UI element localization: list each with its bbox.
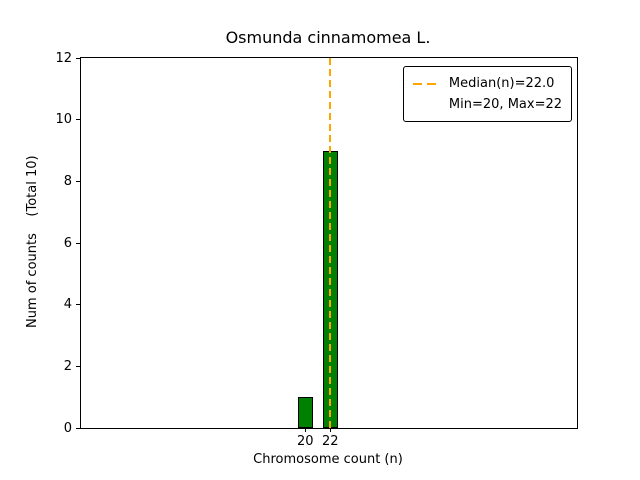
y-tick-label: 6	[63, 235, 72, 251]
chart-title: Osmunda cinnamomea L.	[225, 28, 431, 47]
y-tick-mark	[76, 180, 80, 182]
y-tick-label: 8	[63, 173, 72, 189]
y-tick-label: 0	[63, 420, 72, 436]
median-line	[329, 58, 332, 428]
x-axis-label: Chromosome count (n)	[253, 452, 403, 467]
y-tick-label: 10	[55, 112, 72, 128]
legend-label-median: Median(n)=22.0	[448, 76, 555, 91]
dashed-line-marker	[412, 82, 440, 85]
legend: Median(n)=22.0 Min=20, Max=22	[402, 66, 572, 122]
legend-entry-median: Median(n)=22.0	[412, 73, 562, 94]
y-tick-mark	[76, 427, 80, 429]
legend-label-minmax: Min=20, Max=22	[448, 97, 562, 112]
y-tick-mark	[76, 119, 80, 121]
x-tick-mark	[304, 428, 306, 432]
y-tick-mark	[76, 365, 80, 367]
x-tick-label: 22	[321, 434, 339, 449]
plot-area: Median(n)=22.0 Min=20, Max=22 0 2 4 6 8 10 12 2…	[55, 51, 578, 449]
y-tick-mark	[76, 242, 80, 244]
x-tick-mark	[329, 428, 331, 432]
y-tick-mark	[76, 304, 80, 306]
y-tick-label: 12	[55, 50, 72, 66]
bar	[297, 397, 313, 428]
y-tick-label: 2	[63, 358, 72, 374]
x-tick-label: 20	[297, 434, 314, 449]
legend-entry-minmax: Min=20, Max=22	[413, 94, 562, 115]
legend-marker-blank	[413, 104, 440, 106]
y-tick-mark	[76, 57, 80, 59]
y-tick-label: 4	[63, 297, 72, 313]
